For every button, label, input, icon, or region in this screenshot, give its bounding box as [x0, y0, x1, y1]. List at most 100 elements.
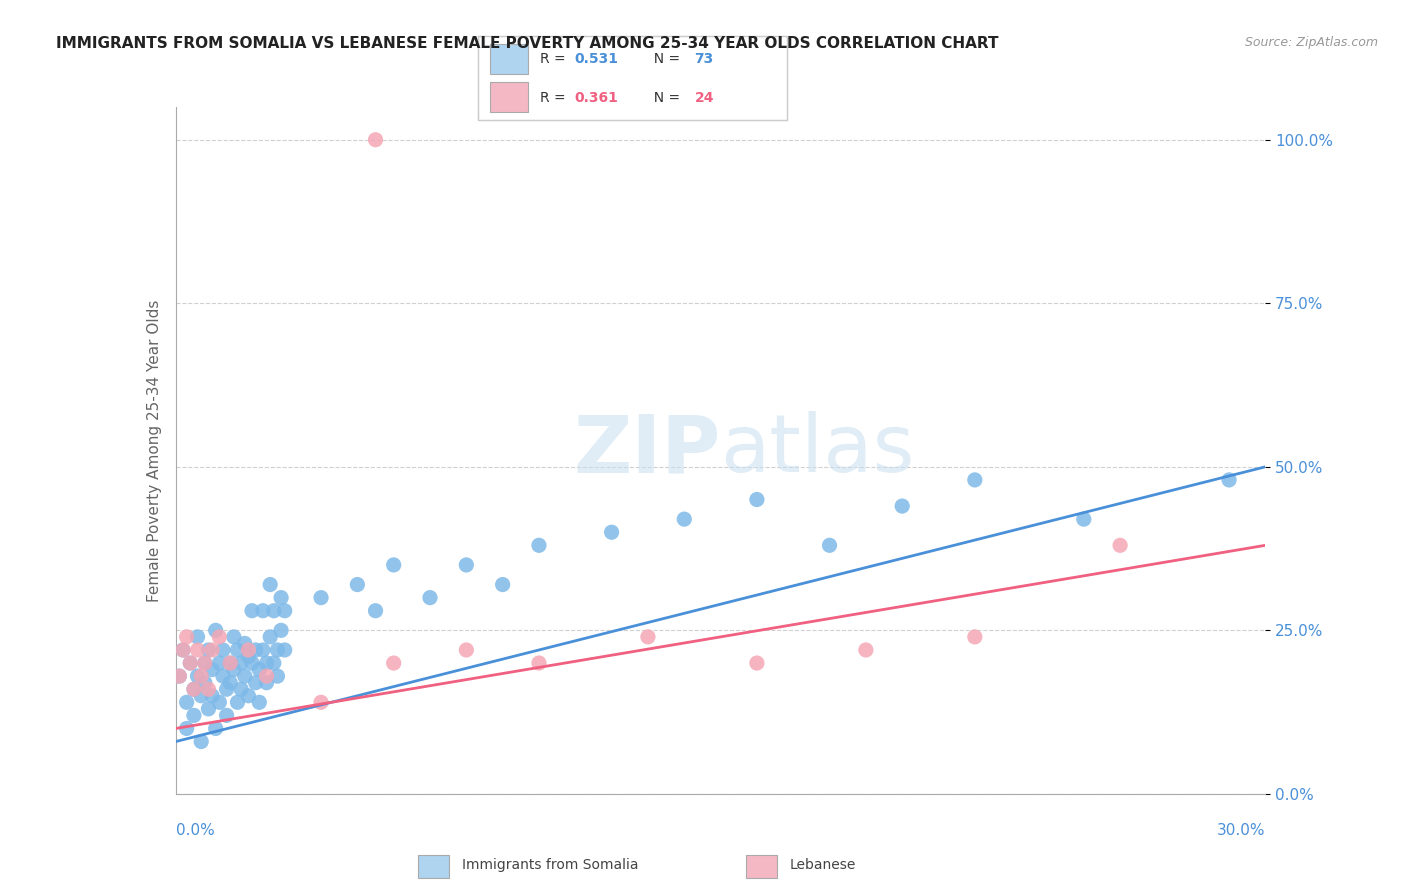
Point	[179, 656, 201, 670]
Point	[183, 682, 205, 697]
Point	[186, 630, 209, 644]
Point	[183, 682, 205, 697]
FancyBboxPatch shape	[491, 44, 527, 74]
Point	[270, 624, 292, 638]
FancyBboxPatch shape	[419, 855, 450, 878]
Point	[274, 604, 297, 618]
Point	[194, 675, 217, 690]
Point	[204, 624, 226, 638]
Point	[240, 656, 263, 670]
FancyBboxPatch shape	[491, 82, 527, 112]
Point	[263, 604, 285, 618]
Point	[527, 538, 550, 552]
Point	[309, 695, 332, 709]
Text: N =: N =	[645, 53, 685, 66]
Point	[208, 630, 231, 644]
Point	[190, 689, 212, 703]
Point	[382, 656, 405, 670]
Point	[266, 669, 288, 683]
Point	[274, 643, 297, 657]
Point	[219, 656, 242, 670]
Point	[1218, 473, 1240, 487]
Point	[270, 591, 292, 605]
Text: ZIP: ZIP	[574, 411, 721, 490]
Point	[226, 643, 249, 657]
Y-axis label: Female Poverty Among 25-34 Year Olds: Female Poverty Among 25-34 Year Olds	[146, 300, 162, 601]
Text: atlas: atlas	[721, 411, 915, 490]
Point	[194, 656, 217, 670]
Point	[219, 675, 242, 690]
Point	[252, 643, 274, 657]
Point	[745, 656, 768, 670]
Point	[238, 643, 260, 657]
Point	[186, 643, 209, 657]
Point	[226, 695, 249, 709]
Text: IMMIGRANTS FROM SOMALIA VS LEBANESE FEMALE POVERTY AMONG 25-34 YEAR OLDS CORRELA: IMMIGRANTS FROM SOMALIA VS LEBANESE FEMA…	[56, 36, 998, 51]
Point	[222, 630, 245, 644]
Point	[208, 695, 231, 709]
Point	[492, 577, 515, 591]
Text: R =: R =	[540, 53, 569, 66]
Point	[169, 669, 191, 683]
Point	[891, 499, 914, 513]
Point	[259, 577, 281, 591]
Point	[204, 722, 226, 736]
Point	[190, 734, 212, 748]
Point	[346, 577, 368, 591]
Point	[963, 630, 986, 644]
Text: 0.0%: 0.0%	[176, 823, 215, 838]
Text: R =: R =	[540, 91, 569, 104]
Point	[963, 473, 986, 487]
Point	[527, 656, 550, 670]
Point	[266, 643, 288, 657]
Text: 73: 73	[695, 53, 714, 66]
Point	[172, 643, 194, 657]
Text: 0.531: 0.531	[574, 53, 617, 66]
Point	[240, 604, 263, 618]
Point	[197, 702, 219, 716]
Point	[309, 591, 332, 605]
Point	[238, 649, 260, 664]
Point	[215, 708, 238, 723]
Text: N =: N =	[645, 91, 685, 104]
Point	[263, 656, 285, 670]
Point	[176, 722, 198, 736]
Point	[252, 604, 274, 618]
Point	[212, 643, 235, 657]
Point	[256, 675, 278, 690]
Point	[456, 643, 478, 657]
Point	[183, 708, 205, 723]
Text: Lebanese: Lebanese	[790, 858, 856, 872]
FancyBboxPatch shape	[747, 855, 778, 878]
Point	[419, 591, 441, 605]
Point	[169, 669, 191, 683]
Point	[179, 656, 201, 670]
Point	[364, 133, 387, 147]
Point	[245, 643, 267, 657]
Point	[201, 643, 224, 657]
Point	[197, 682, 219, 697]
Point	[176, 695, 198, 709]
Point	[194, 656, 217, 670]
Point	[855, 643, 877, 657]
Text: 24: 24	[695, 91, 714, 104]
Point	[233, 669, 256, 683]
Point	[259, 630, 281, 644]
Point	[172, 643, 194, 657]
Point	[197, 643, 219, 657]
Point	[208, 656, 231, 670]
Point	[247, 663, 270, 677]
Point	[238, 689, 260, 703]
Point	[256, 656, 278, 670]
Point	[1109, 538, 1132, 552]
Point	[245, 675, 267, 690]
Text: 0.361: 0.361	[574, 91, 617, 104]
Point	[247, 695, 270, 709]
Point	[600, 525, 623, 540]
Point	[456, 558, 478, 572]
Text: Source: ZipAtlas.com: Source: ZipAtlas.com	[1244, 36, 1378, 49]
Point	[186, 669, 209, 683]
Text: Immigrants from Somalia: Immigrants from Somalia	[461, 858, 638, 872]
Point	[382, 558, 405, 572]
Point	[215, 682, 238, 697]
